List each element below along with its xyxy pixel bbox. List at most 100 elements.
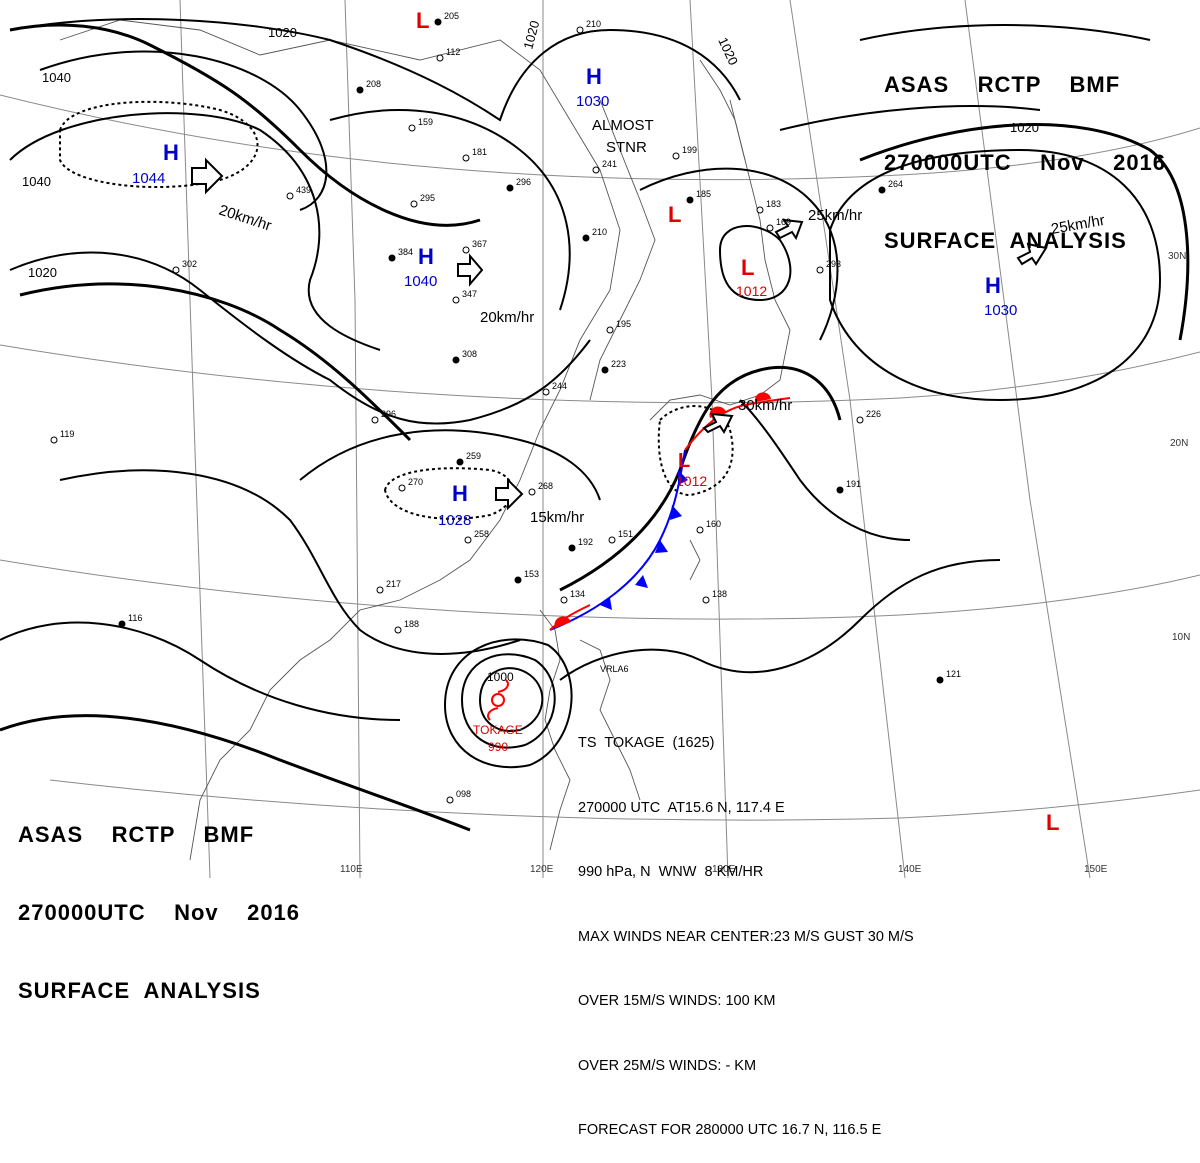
low-1012-value: 1012 <box>736 283 767 299</box>
isobars <box>0 18 1190 832</box>
station-dot <box>376 586 384 594</box>
station-value: 185 <box>696 189 711 199</box>
station-dot <box>464 536 472 544</box>
station-dot <box>936 676 944 684</box>
warm-front-north <box>684 397 791 451</box>
station-value: 270 <box>408 477 423 487</box>
high-1040-value: 1040 <box>404 273 437 290</box>
station-value: 264 <box>888 179 903 189</box>
station-dot <box>172 266 180 274</box>
station-dot <box>672 152 680 160</box>
station-value: 112 <box>446 47 460 57</box>
header-line3: SURFACE ANALYSIS <box>884 228 1127 253</box>
station-value: 153 <box>524 569 539 579</box>
station-value: 205 <box>444 11 459 21</box>
station-value: 138 <box>712 589 727 599</box>
storm-info-line: TS TOKAGE (1625) <box>578 735 715 751</box>
station-value: 295 <box>420 193 435 203</box>
station-dot <box>856 416 864 424</box>
high-1030b-letter: H <box>985 273 1001 298</box>
station-value: 191 <box>846 479 861 489</box>
station-value: 296 <box>516 177 531 187</box>
arrow-l1012b <box>702 412 734 434</box>
high-1040-letter: H <box>418 244 434 269</box>
station-value: 134 <box>570 589 585 599</box>
station-dot <box>702 596 710 604</box>
station-dot <box>528 488 536 496</box>
station-value: 367 <box>472 239 487 249</box>
station-dot <box>592 166 600 174</box>
station-dot <box>50 436 58 444</box>
low-1012-letter: L <box>741 255 754 280</box>
station-value: 159 <box>418 117 433 127</box>
station-value: 268 <box>538 481 553 491</box>
tokage-isobar-label: 1000 <box>487 670 514 684</box>
station-dot <box>582 234 590 242</box>
station-dot <box>542 388 550 396</box>
warm-front-semicircles <box>554 392 771 628</box>
low-1012b-value: 1012 <box>676 473 707 489</box>
lon-label: 130E <box>712 864 736 875</box>
isobar-label: 1020 <box>520 19 542 51</box>
station-dot <box>506 184 514 192</box>
header-top: ASAS RCTP BMF 270000UTC Nov 2016 SURFACE… <box>884 20 1166 280</box>
station-value: 183 <box>766 199 781 209</box>
station-value: 439 <box>296 185 311 195</box>
storm-info-line: OVER 25M/S WINDS: - KM <box>578 1057 757 1074</box>
high-1044-letter: H <box>163 140 179 165</box>
station-value: 223 <box>611 359 626 369</box>
motion-arrows <box>191 157 1048 511</box>
header-line2: 270000UTC Nov 2016 <box>18 900 301 925</box>
high-1030-value: 1030 <box>576 93 609 110</box>
isobar-labels: 1020 1040 1040 1020 1020 1020 1020 <box>22 19 1039 280</box>
speed-label: 30km/hr <box>738 397 792 414</box>
station-value: 244 <box>552 381 567 391</box>
station-dot <box>452 296 460 304</box>
station-dot <box>878 186 886 194</box>
station-dot <box>446 796 454 804</box>
arrow-h1030 <box>1016 242 1048 266</box>
lat-label: 10N <box>1172 632 1190 643</box>
stations <box>50 18 944 804</box>
coastlines <box>59 19 791 861</box>
speed-label: 15km/hr <box>530 509 584 526</box>
ship-label: VRLA6 <box>600 664 629 674</box>
isobar-label: 1020 <box>268 25 297 40</box>
warm-front <box>549 604 591 631</box>
station-dot <box>766 224 774 232</box>
storm-info-block: TS TOKAGE (1625) 270000 UTC AT15.6 N, 11… <box>578 690 914 1163</box>
station-dot <box>371 416 379 424</box>
station-value: 258 <box>474 529 489 539</box>
station-dot <box>394 626 402 634</box>
station-dot <box>756 206 764 214</box>
grid-labels: 30N 20N 10N 110E 120E 130E 140E 150E <box>340 251 1190 875</box>
station-dot <box>568 544 576 552</box>
station-value: 210 <box>586 19 601 29</box>
station-dot <box>356 86 364 94</box>
station-value: 210 <box>592 227 607 237</box>
station-dot <box>118 620 126 628</box>
cold-front-triangles <box>600 470 688 610</box>
station-value: 192 <box>578 537 593 547</box>
header-bottom: ASAS RCTP BMF 270000UTC Nov 2016 SURFACE… <box>18 770 300 1030</box>
station-value: 160 <box>706 519 721 529</box>
station-value: 296 <box>381 409 396 419</box>
tokage-pressure-label: 990 <box>488 740 508 754</box>
arrow-l1012 <box>774 218 804 241</box>
station-value: 119 <box>60 429 74 439</box>
station-value: 347 <box>462 289 477 299</box>
station-dot <box>816 266 824 274</box>
station-dot <box>462 154 470 162</box>
stnr-label: STNR <box>606 139 647 156</box>
station-value: 259 <box>466 451 481 461</box>
isobar-label: 1040 <box>42 70 71 85</box>
arrow-h1028 <box>495 477 524 511</box>
station-dot <box>836 486 844 494</box>
high-1030-letter: H <box>586 64 602 89</box>
tokage-name-label: TOKAGE <box>473 723 523 737</box>
station-value: 195 <box>616 319 631 329</box>
almost-label: ALMOST <box>592 117 654 134</box>
storm-info-line: 990 hPa, N WNW 8 KM/HR <box>578 864 764 880</box>
isobar-label: 1020 <box>1010 120 1039 135</box>
storm-info-line: FORECAST FOR 280000 UTC 16.7 N, 116.5 E <box>578 1122 882 1138</box>
